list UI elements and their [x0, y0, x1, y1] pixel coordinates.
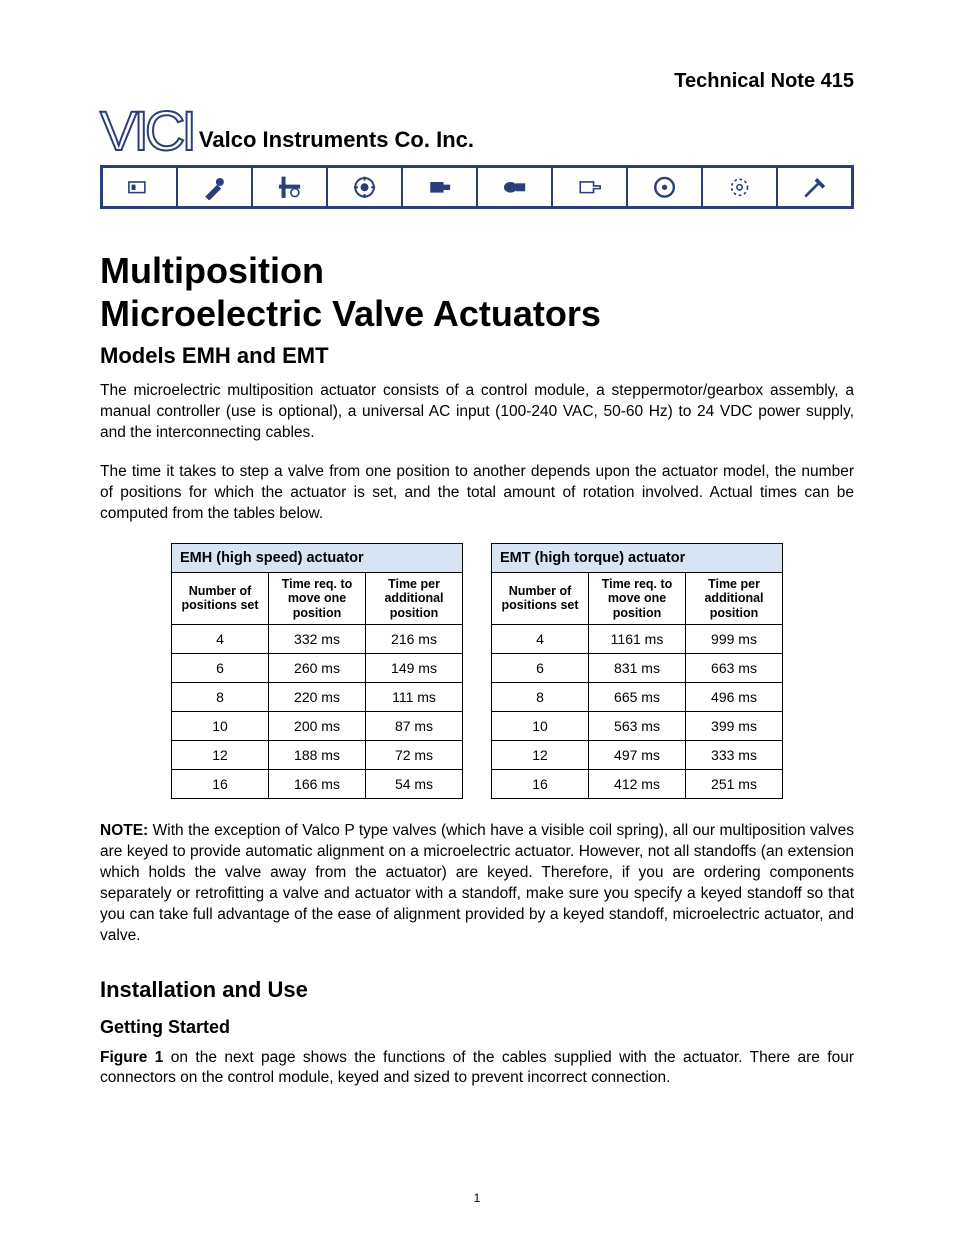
emh-col-2: Time per additional position: [366, 572, 463, 624]
cell: 87 ms: [366, 712, 463, 741]
bar-icon-3: [253, 168, 328, 206]
emt-col-1: Time req. to move one position: [589, 572, 686, 624]
bar-icon-1: [103, 168, 178, 206]
page-number: 1: [0, 1191, 954, 1205]
cell: 8: [172, 683, 269, 712]
cell: 399 ms: [686, 712, 783, 741]
section-getting-started-heading: Getting Started: [100, 1017, 854, 1038]
page: Technical Note 415 VICI Valco Instrument…: [0, 0, 954, 1235]
cell: 663 ms: [686, 654, 783, 683]
bar-icon-9: [703, 168, 778, 206]
cell: 260 ms: [269, 654, 366, 683]
bar-icon-5: [403, 168, 478, 206]
cell: 12: [492, 741, 589, 770]
title-line-1: Multiposition: [100, 250, 324, 291]
cell: 166 ms: [269, 770, 366, 799]
table-row: 8665 ms496 ms: [492, 683, 783, 712]
bar-icon-6: [478, 168, 553, 206]
section-installation-heading: Installation and Use: [100, 977, 854, 1003]
cell: 12: [172, 741, 269, 770]
cell: 4: [492, 625, 589, 654]
emh-table-title: EMH (high speed) actuator: [172, 543, 463, 572]
cell: 72 ms: [366, 741, 463, 770]
technical-note-number: Technical Note 415: [100, 70, 854, 93]
emt-col-0: Number of positions set: [492, 572, 589, 624]
cell: 412 ms: [589, 770, 686, 799]
cell: 4: [172, 625, 269, 654]
emh-table: EMH (high speed) actuator Number of posi…: [171, 543, 463, 799]
cell: 332 ms: [269, 625, 366, 654]
table-row: 10563 ms399 ms: [492, 712, 783, 741]
document-title: Multiposition Microelectric Valve Actuat…: [100, 249, 854, 335]
note-body: With the exception of Valco P type valve…: [100, 822, 854, 944]
table-row: 12497 ms333 ms: [492, 741, 783, 770]
table-row: 6260 ms149 ms: [172, 654, 463, 683]
cell: 1161 ms: [589, 625, 686, 654]
table-row: 8220 ms111 ms: [172, 683, 463, 712]
emh-col-0: Number of positions set: [172, 572, 269, 624]
bar-icon-7: [553, 168, 628, 206]
emt-table: EMT (high torque) actuator Number of pos…: [491, 543, 783, 799]
emt-table-title: EMT (high torque) actuator: [492, 543, 783, 572]
intro-paragraph-1: The microelectric multiposition actuator…: [100, 381, 854, 444]
title-line-2: Microelectric Valve Actuators: [100, 293, 601, 334]
cell: 220 ms: [269, 683, 366, 712]
cell: 16: [492, 770, 589, 799]
table-row: 16166 ms54 ms: [172, 770, 463, 799]
bar-icon-8: [628, 168, 703, 206]
vici-logo: VICI: [100, 103, 193, 159]
table-row: 12188 ms72 ms: [172, 741, 463, 770]
emt-col-2: Time per additional position: [686, 572, 783, 624]
table-row: 10200 ms87 ms: [172, 712, 463, 741]
document-subtitle: Models EMH and EMT: [100, 343, 854, 369]
cell: 831 ms: [589, 654, 686, 683]
product-icon-bar: [100, 165, 854, 209]
logo-row: VICI Valco Instruments Co. Inc.: [100, 103, 854, 159]
cell: 216 ms: [366, 625, 463, 654]
table-row: 4332 ms216 ms: [172, 625, 463, 654]
figure-1-body: on the next page shows the functions of …: [100, 1049, 854, 1087]
cell: 497 ms: [589, 741, 686, 770]
table-row: 6831 ms663 ms: [492, 654, 783, 683]
cell: 333 ms: [686, 741, 783, 770]
cell: 665 ms: [589, 683, 686, 712]
cell: 999 ms: [686, 625, 783, 654]
cell: 563 ms: [589, 712, 686, 741]
table-row: 41161 ms999 ms: [492, 625, 783, 654]
cell: 251 ms: [686, 770, 783, 799]
cell: 200 ms: [269, 712, 366, 741]
note-label: NOTE:: [100, 822, 148, 839]
cell: 111 ms: [366, 683, 463, 712]
cell: 10: [172, 712, 269, 741]
cell: 149 ms: [366, 654, 463, 683]
cell: 16: [172, 770, 269, 799]
cell: 6: [492, 654, 589, 683]
tables-container: EMH (high speed) actuator Number of posi…: [100, 543, 854, 799]
table-row: 16412 ms251 ms: [492, 770, 783, 799]
intro-paragraph-2: The time it takes to step a valve from o…: [100, 462, 854, 525]
cell: 496 ms: [686, 683, 783, 712]
bar-icon-4: [328, 168, 403, 206]
cell: 54 ms: [366, 770, 463, 799]
cell: 8: [492, 683, 589, 712]
cell: 6: [172, 654, 269, 683]
note-paragraph: NOTE: With the exception of Valco P type…: [100, 821, 854, 947]
emh-col-1: Time req. to move one position: [269, 572, 366, 624]
cell: 188 ms: [269, 741, 366, 770]
figure-1-label: Figure 1: [100, 1049, 163, 1066]
company-name: Valco Instruments Co. Inc.: [199, 127, 474, 159]
figure-1-paragraph: Figure 1 on the next page shows the func…: [100, 1048, 854, 1090]
cell: 10: [492, 712, 589, 741]
bar-icon-10: [778, 168, 851, 206]
bar-icon-2: [178, 168, 253, 206]
